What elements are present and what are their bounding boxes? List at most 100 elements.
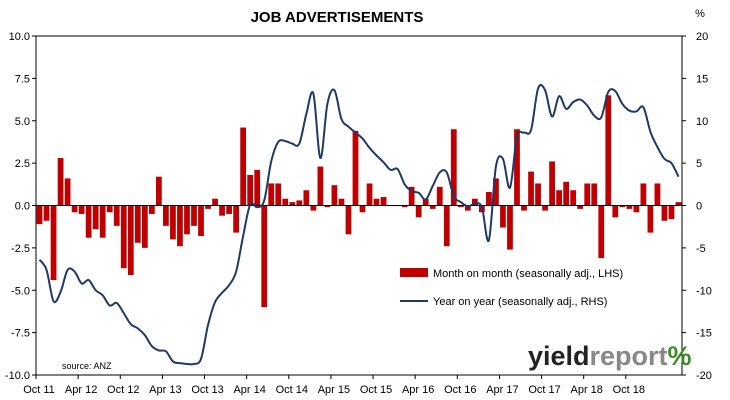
yoy-line-series (38, 83, 680, 366)
mom-bar (338, 198, 345, 206)
left-axis-tick-label: 2.5 (15, 158, 30, 170)
mom-bar (640, 183, 647, 206)
mom-bar (163, 205, 169, 226)
right-axis-tick-label: 5 (696, 158, 702, 170)
mom-bar (219, 205, 225, 216)
mom-bar (626, 205, 633, 209)
mom-bar (542, 205, 548, 211)
mom-bar (184, 205, 190, 235)
mom-bar (205, 205, 211, 209)
mom-bar (64, 178, 71, 206)
x-axis-tick-label: Oct 14 (276, 384, 308, 396)
mom-bar (78, 205, 85, 214)
mom-bar (591, 183, 598, 206)
mom-bar (528, 171, 534, 206)
mom-bar (331, 185, 338, 206)
mom-bar (661, 205, 668, 221)
mom-bar (247, 174, 254, 206)
mom-bar (450, 129, 457, 206)
mom-bar (408, 186, 415, 206)
mom-bar (549, 161, 555, 206)
right-axis-tick-label: 15 (696, 73, 708, 85)
mom-bar (493, 178, 499, 206)
left-axis-tick-label: -2.5 (11, 243, 30, 255)
mom-bar (584, 183, 591, 206)
x-axis-tick-label: Apr 18 (570, 384, 602, 396)
x-axis-tick-label: Apr 12 (65, 384, 97, 396)
left-axis-tick-label: -7.5 (11, 328, 30, 340)
mom-bar (500, 205, 506, 228)
mom-bar (282, 198, 289, 206)
left-axis: 10.0 7.5 5.0 2.5 0.0 -2.5 -5.0 -7.5 -10.0 (5, 31, 36, 382)
mom-bar (380, 197, 387, 206)
right-axis: 20 15 10 5 0 -5 -10 -15 -20 (682, 31, 712, 382)
mom-bar (296, 200, 303, 206)
mom-bar (127, 205, 134, 275)
mom-bar (156, 176, 162, 206)
mom-bar (71, 205, 78, 213)
mom-bar (50, 205, 57, 281)
mom-bar (619, 205, 626, 208)
mom-bar (148, 205, 155, 214)
mom-bar (570, 190, 577, 206)
mom-bar (443, 205, 450, 247)
right-axis-tick-label: 10 (696, 116, 708, 128)
x-axis-tick-label: Oct 18 (613, 384, 645, 396)
mom-bar (486, 191, 492, 206)
mom-bar (191, 205, 197, 226)
mom-bar (268, 183, 275, 206)
plot-area (35, 35, 683, 376)
bar-series (36, 95, 682, 308)
mom-bar (43, 205, 50, 221)
x-axis-tick-label: Oct 17 (528, 384, 560, 396)
mom-bar (233, 205, 239, 233)
right-axis-tick-label: 20 (696, 31, 708, 43)
mom-bar (612, 205, 619, 218)
logo-report-text: report (590, 341, 668, 371)
mom-bar (177, 205, 183, 247)
x-axis-tick-label: Apr 17 (486, 384, 518, 396)
right-axis-tick-label: 0 (696, 201, 702, 213)
mom-bar (198, 205, 204, 237)
mom-bar (275, 183, 282, 206)
mom-bar (134, 205, 141, 243)
mom-bar (345, 205, 352, 235)
mom-bar (85, 205, 92, 238)
x-axis-tick-label: Apr 14 (233, 384, 265, 396)
x-axis-tick-label: Apr 13 (149, 384, 181, 396)
mom-bar (170, 205, 176, 240)
mom-bar (647, 205, 654, 233)
right-axis-tick-label: -15 (696, 328, 712, 340)
mom-bar (556, 190, 562, 206)
mom-bar (415, 205, 422, 218)
mom-bar (633, 205, 640, 213)
mom-bar (605, 95, 612, 206)
x-axis-tick-label: Apr 15 (318, 384, 350, 396)
left-axis-tick-label: 7.5 (15, 73, 30, 85)
x-axis-tick-label: Oct 12 (107, 384, 139, 396)
chart-title: JOB ADVERTISEMENTS (251, 9, 424, 26)
x-axis: Oct 11 Apr 12 Oct 12 Apr 13 Oct 13 Apr 14 Oct … (23, 375, 645, 396)
mom-bar (514, 129, 520, 206)
left-axis-tick-label: 0.0 (15, 201, 30, 213)
right-axis-tick-label: -20 (696, 370, 712, 382)
mom-bar (120, 205, 127, 269)
source-note: source: ANZ (62, 361, 112, 371)
svg-text:yieldreport%: yieldreport% (528, 341, 692, 371)
legend-swatch-bar (400, 268, 428, 277)
mom-bar (457, 205, 464, 208)
mom-bar (654, 183, 661, 206)
x-axis-tick-label: Oct 16 (444, 384, 476, 396)
left-axis-tick-label: -5.0 (11, 285, 30, 297)
mom-bar (92, 205, 99, 230)
mom-bar (310, 205, 317, 211)
left-axis-tick-label: 5.0 (15, 116, 30, 128)
mom-bar (373, 198, 380, 206)
mom-bar (535, 183, 541, 206)
right-axis-tick-label: -5 (696, 243, 706, 255)
mom-bar (212, 198, 218, 206)
mom-bar (359, 205, 366, 213)
mom-bar (464, 205, 471, 211)
mom-bar (352, 130, 359, 206)
